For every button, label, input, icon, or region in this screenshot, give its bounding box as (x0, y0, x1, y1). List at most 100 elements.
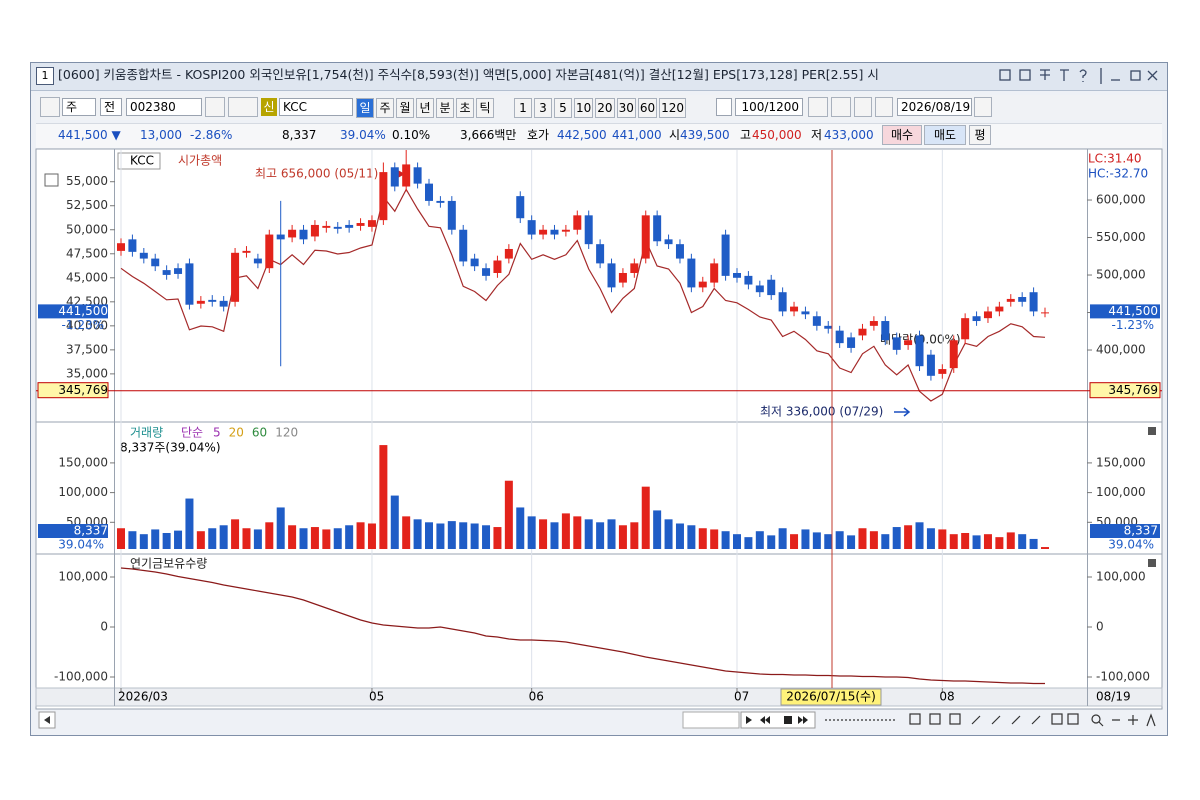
candle-body (561, 229, 570, 232)
quote-change: 13,000 (140, 128, 182, 142)
y-tick-label: -100,000 (54, 670, 108, 684)
last-ratio-label: 39.04% (58, 538, 104, 552)
annotation-high: 최고 656,000 (05/11) (255, 167, 378, 181)
quote-volume: 8,337 (282, 128, 317, 142)
interval-button[interactable]: 1 (514, 98, 532, 118)
candle-body (858, 328, 867, 336)
x-tick-label: 08 (939, 690, 954, 704)
candle-body (801, 311, 810, 315)
indicator: LC:31.40 (1088, 152, 1141, 166)
candle-body (219, 300, 228, 307)
volume-bar (310, 527, 319, 549)
interval-button[interactable]: 20 (595, 98, 615, 118)
volume-bar (482, 525, 491, 549)
last-ratio-label: 39.04% (1108, 538, 1154, 552)
candle-body (493, 260, 502, 273)
interval-button[interactable]: 60 (637, 98, 658, 118)
volume-bar (379, 445, 388, 549)
market-select[interactable]: 주 (62, 98, 96, 116)
interval-button[interactable]: 3 (534, 98, 552, 118)
interval-button[interactable]: 5 (554, 98, 572, 118)
volume-bar (527, 516, 536, 549)
candle-body (983, 311, 992, 319)
quote-label: 시 (669, 128, 681, 142)
period-button[interactable]: 일 (356, 98, 374, 118)
candle-body (904, 340, 913, 346)
tool-button[interactable] (831, 97, 851, 117)
line-series (120, 188, 1046, 402)
mode-select[interactable]: 전 (100, 98, 122, 116)
quote-amount: 3,666백만 (460, 128, 517, 142)
volume-bar (356, 522, 365, 549)
panel-close[interactable] (1148, 427, 1156, 435)
candle-body (333, 226, 342, 229)
volume-bar (196, 531, 205, 549)
last-value-box (1090, 524, 1160, 538)
volume-bar (151, 529, 160, 549)
y-tick-label: 400,000 (1096, 343, 1146, 357)
period-button[interactable]: 년 (416, 98, 434, 118)
candle-body (755, 285, 764, 293)
candle-body (425, 183, 433, 201)
quote-label: 저 (811, 128, 823, 142)
tool-button[interactable] (808, 97, 828, 117)
period-button[interactable]: 틱 (476, 98, 494, 118)
name-input[interactable]: KCC (279, 98, 353, 116)
search-button[interactable] (205, 97, 225, 117)
sound-button[interactable] (228, 97, 258, 117)
interval-select[interactable] (716, 98, 732, 116)
period-button[interactable]: 분 (436, 98, 454, 118)
panel-title: 연기금보유수량 (130, 557, 207, 571)
buy-button[interactable]: 매수 (882, 125, 922, 145)
y-tick-label: 150,000 (58, 455, 108, 469)
avg-button[interactable]: 평 (969, 125, 991, 145)
calendar-button[interactable] (974, 97, 992, 117)
interval-button[interactable]: 10 (574, 98, 594, 118)
interval-button[interactable]: 30 (616, 98, 636, 118)
period-button[interactable]: 초 (456, 98, 474, 118)
volume-bar (664, 519, 673, 549)
candle-body (972, 316, 981, 322)
y-tick-label: 50,000 (66, 222, 108, 236)
scroll-thumb[interactable] (682, 711, 740, 729)
x-tick-label: 05 (369, 690, 384, 704)
playback-buttons[interactable] (740, 711, 816, 729)
quote-bid: 441,000 (612, 128, 662, 142)
candle-body (744, 275, 753, 285)
y-tick-label: 150,000 (1096, 455, 1146, 469)
volume-bar (733, 534, 741, 549)
candle-body (892, 337, 901, 350)
interval-button[interactable]: 120 (659, 98, 687, 118)
layout-button[interactable] (40, 97, 60, 117)
date-input[interactable]: 2026/08/19 (897, 98, 972, 116)
y-tick-label: 100,000 (58, 570, 108, 584)
panel-close[interactable] (1148, 559, 1156, 567)
volume-bar (687, 525, 696, 549)
ma-label: 단순 (181, 426, 203, 440)
candle-body (151, 258, 160, 267)
quote-label: 고 (740, 128, 752, 142)
last-value-box (38, 524, 108, 538)
volume-bar (995, 537, 1004, 549)
candle-body (573, 215, 582, 230)
candle-body (390, 167, 399, 187)
tool-button[interactable] (875, 97, 893, 117)
volume-bar (926, 528, 935, 549)
code-input[interactable]: 002380 (126, 98, 202, 116)
y-tick-label: 550,000 (1096, 230, 1146, 244)
interval-buttons: 1 3 5 10 20 30 60 120 (514, 97, 688, 118)
candle-body (710, 263, 719, 283)
candle-body (995, 306, 1004, 312)
candle-body (778, 292, 787, 312)
count-input[interactable]: 100/1200 (735, 98, 803, 116)
candle-body (550, 229, 559, 235)
tool-button[interactable] (854, 97, 872, 117)
sell-button[interactable]: 매도 (924, 125, 966, 145)
candle-body (881, 321, 890, 341)
y-tick-label: 500,000 (1096, 268, 1146, 282)
period-button[interactable]: 주 (376, 98, 394, 118)
tool-icons[interactable] (825, 713, 1156, 727)
candle-body (447, 200, 456, 230)
period-button[interactable]: 월 (396, 98, 414, 118)
